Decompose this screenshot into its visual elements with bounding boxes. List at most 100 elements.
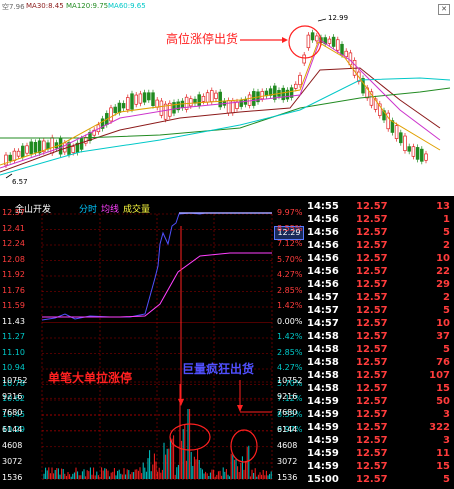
volume-axis-tick: 10752 — [2, 376, 28, 385]
tick-volume: 76 — [436, 357, 450, 368]
tick-price: 12.57 — [356, 383, 388, 394]
tick-price: 12.57 — [356, 253, 388, 264]
percent-axis-tick: 1.42% — [277, 301, 303, 310]
kline-candle — [373, 95, 378, 113]
moving-average-line — [0, 67, 441, 173]
tick-row: 14:56 12.57 5 — [304, 226, 454, 242]
tab-time[interactable]: 分时 — [79, 205, 98, 215]
tick-volume: 2 — [443, 240, 450, 251]
tick-row: 14:59 12.57 322 — [304, 421, 454, 437]
kline-candle — [378, 100, 382, 119]
tick-volume: 5 — [443, 305, 450, 316]
price-axis-tick: 12.08 — [2, 254, 25, 264]
tab-volume[interactable]: 成交量 — [123, 205, 151, 215]
tick-volume: 11 — [436, 448, 450, 459]
kline-candle — [390, 117, 395, 136]
annotation-arrowhead — [282, 37, 288, 43]
tick-price: 12.57 — [356, 305, 388, 316]
tick-row: 14:59 12.57 11 — [304, 447, 454, 463]
tick-row: 14:56 12.57 29 — [304, 278, 454, 294]
tick-volume: 5 — [443, 474, 450, 485]
tick-time: 14:56 — [307, 253, 339, 264]
tick-time: 14:56 — [307, 227, 339, 238]
kline-candle — [138, 90, 143, 107]
tick-time: 14:59 — [307, 435, 339, 446]
kline-candle — [247, 91, 252, 109]
low-price-label: 6.57 — [12, 178, 28, 186]
tick-price: 12.57 — [356, 461, 388, 472]
price-axis-tick: 12.57 — [2, 208, 25, 217]
tick-row: 14:59 12.57 3 — [304, 408, 454, 424]
kline-candle — [306, 32, 311, 51]
percent-axis-tick: 7.12% — [277, 239, 303, 248]
tick-volume: 2 — [443, 292, 450, 303]
kline-candle — [79, 135, 84, 153]
price-axis-tick: 10.94 — [2, 363, 25, 372]
kline-candle — [386, 110, 390, 132]
kline-chart — [0, 0, 454, 196]
tick-price: 12.57 — [356, 474, 388, 485]
stock-name: 金山开发 — [15, 205, 52, 215]
tick-volume: 5 — [443, 344, 450, 355]
kline-candle — [399, 129, 403, 146]
kline-candle — [382, 107, 386, 123]
kline-candle — [134, 92, 138, 108]
price-axis-tick: 12.24 — [2, 239, 25, 248]
tick-time: 14:58 — [307, 357, 339, 368]
tick-row: 14:59 12.57 3 — [304, 434, 454, 450]
kline-candle — [100, 115, 105, 132]
kline-candle — [163, 101, 168, 123]
moving-average-line — [0, 41, 441, 166]
kline-candle — [176, 98, 180, 113]
tick-price: 12.57 — [356, 357, 388, 368]
tick-price: 12.57 — [356, 240, 388, 251]
close-icon[interactable]: ✕ — [438, 4, 450, 15]
kline-candle — [92, 127, 96, 139]
annotation-big-order: 单笔大单拉涨停 — [48, 371, 133, 385]
kline-candle — [331, 34, 336, 50]
kline-candle — [88, 129, 92, 144]
percent-axis-tick: 5.70% — [277, 254, 303, 264]
tick-row: 14:58 12.57 15 — [304, 382, 454, 398]
intraday-price-lines — [41, 212, 272, 321]
percent-axis-tick: 4.27% — [277, 363, 303, 372]
kline-candle — [159, 98, 164, 119]
kline-candle — [298, 72, 302, 88]
tick-price: 12.57 — [356, 409, 388, 420]
volume-circle-1 — [169, 423, 211, 451]
tick-row: 14:59 12.57 15 — [304, 460, 454, 476]
low-marker-line — [5, 173, 13, 179]
current-price-label: 12.29 — [274, 226, 304, 240]
intraday-panel: 金山开发 分时 均线 成交量 12.29 单笔大单拉涨停 巨量疯狂出货 12.5… — [0, 196, 304, 489]
big-order-arrowhead — [178, 399, 184, 406]
price-axis-tick: 11.10 — [2, 347, 25, 357]
moving-average-line — [0, 39, 441, 169]
percent-axis-tick: 2.85% — [277, 347, 303, 357]
tab-avg-line[interactable]: 均线 — [101, 205, 120, 215]
tick-time: 14:55 — [307, 201, 339, 212]
tick-price: 12.57 — [356, 331, 388, 342]
tick-volume: 37 — [436, 331, 450, 342]
intraday-background — [0, 196, 304, 489]
percent-axis-tick: 7.12% — [277, 394, 303, 403]
tick-time: 14:56 — [307, 266, 339, 277]
kline-candle — [273, 82, 277, 103]
kline-candle — [294, 81, 298, 92]
high-price-label: 12.99 — [328, 14, 349, 22]
kline-candle — [130, 90, 134, 113]
kline-candle — [281, 85, 285, 103]
price-axis-tick: 10.29 — [2, 425, 25, 434]
volume-arrowhead — [237, 405, 243, 412]
tick-time: 14:58 — [307, 344, 339, 355]
volume-axis-tick: 7680 — [277, 408, 298, 418]
ma-legend-0: 空7.96 — [2, 3, 25, 11]
kline-panel: 空7.96 MA30:8.45 MA120:9.75 MA60:9.65 12.… — [0, 0, 454, 196]
tick-price: 12.57 — [356, 370, 388, 381]
kline-candle — [142, 89, 147, 106]
kline-annotation: 高位涨停出货 — [166, 32, 239, 46]
kline-candle — [327, 36, 332, 47]
percent-axis-tick: 8.55% — [277, 223, 303, 233]
tick-volume: 22 — [436, 266, 450, 277]
price-axis-tick: 10.78 — [2, 378, 25, 388]
tick-list: 14:55 12.57 13 14:56 12.57 1 14:56 12.57 5 14:56 1… — [304, 196, 454, 489]
